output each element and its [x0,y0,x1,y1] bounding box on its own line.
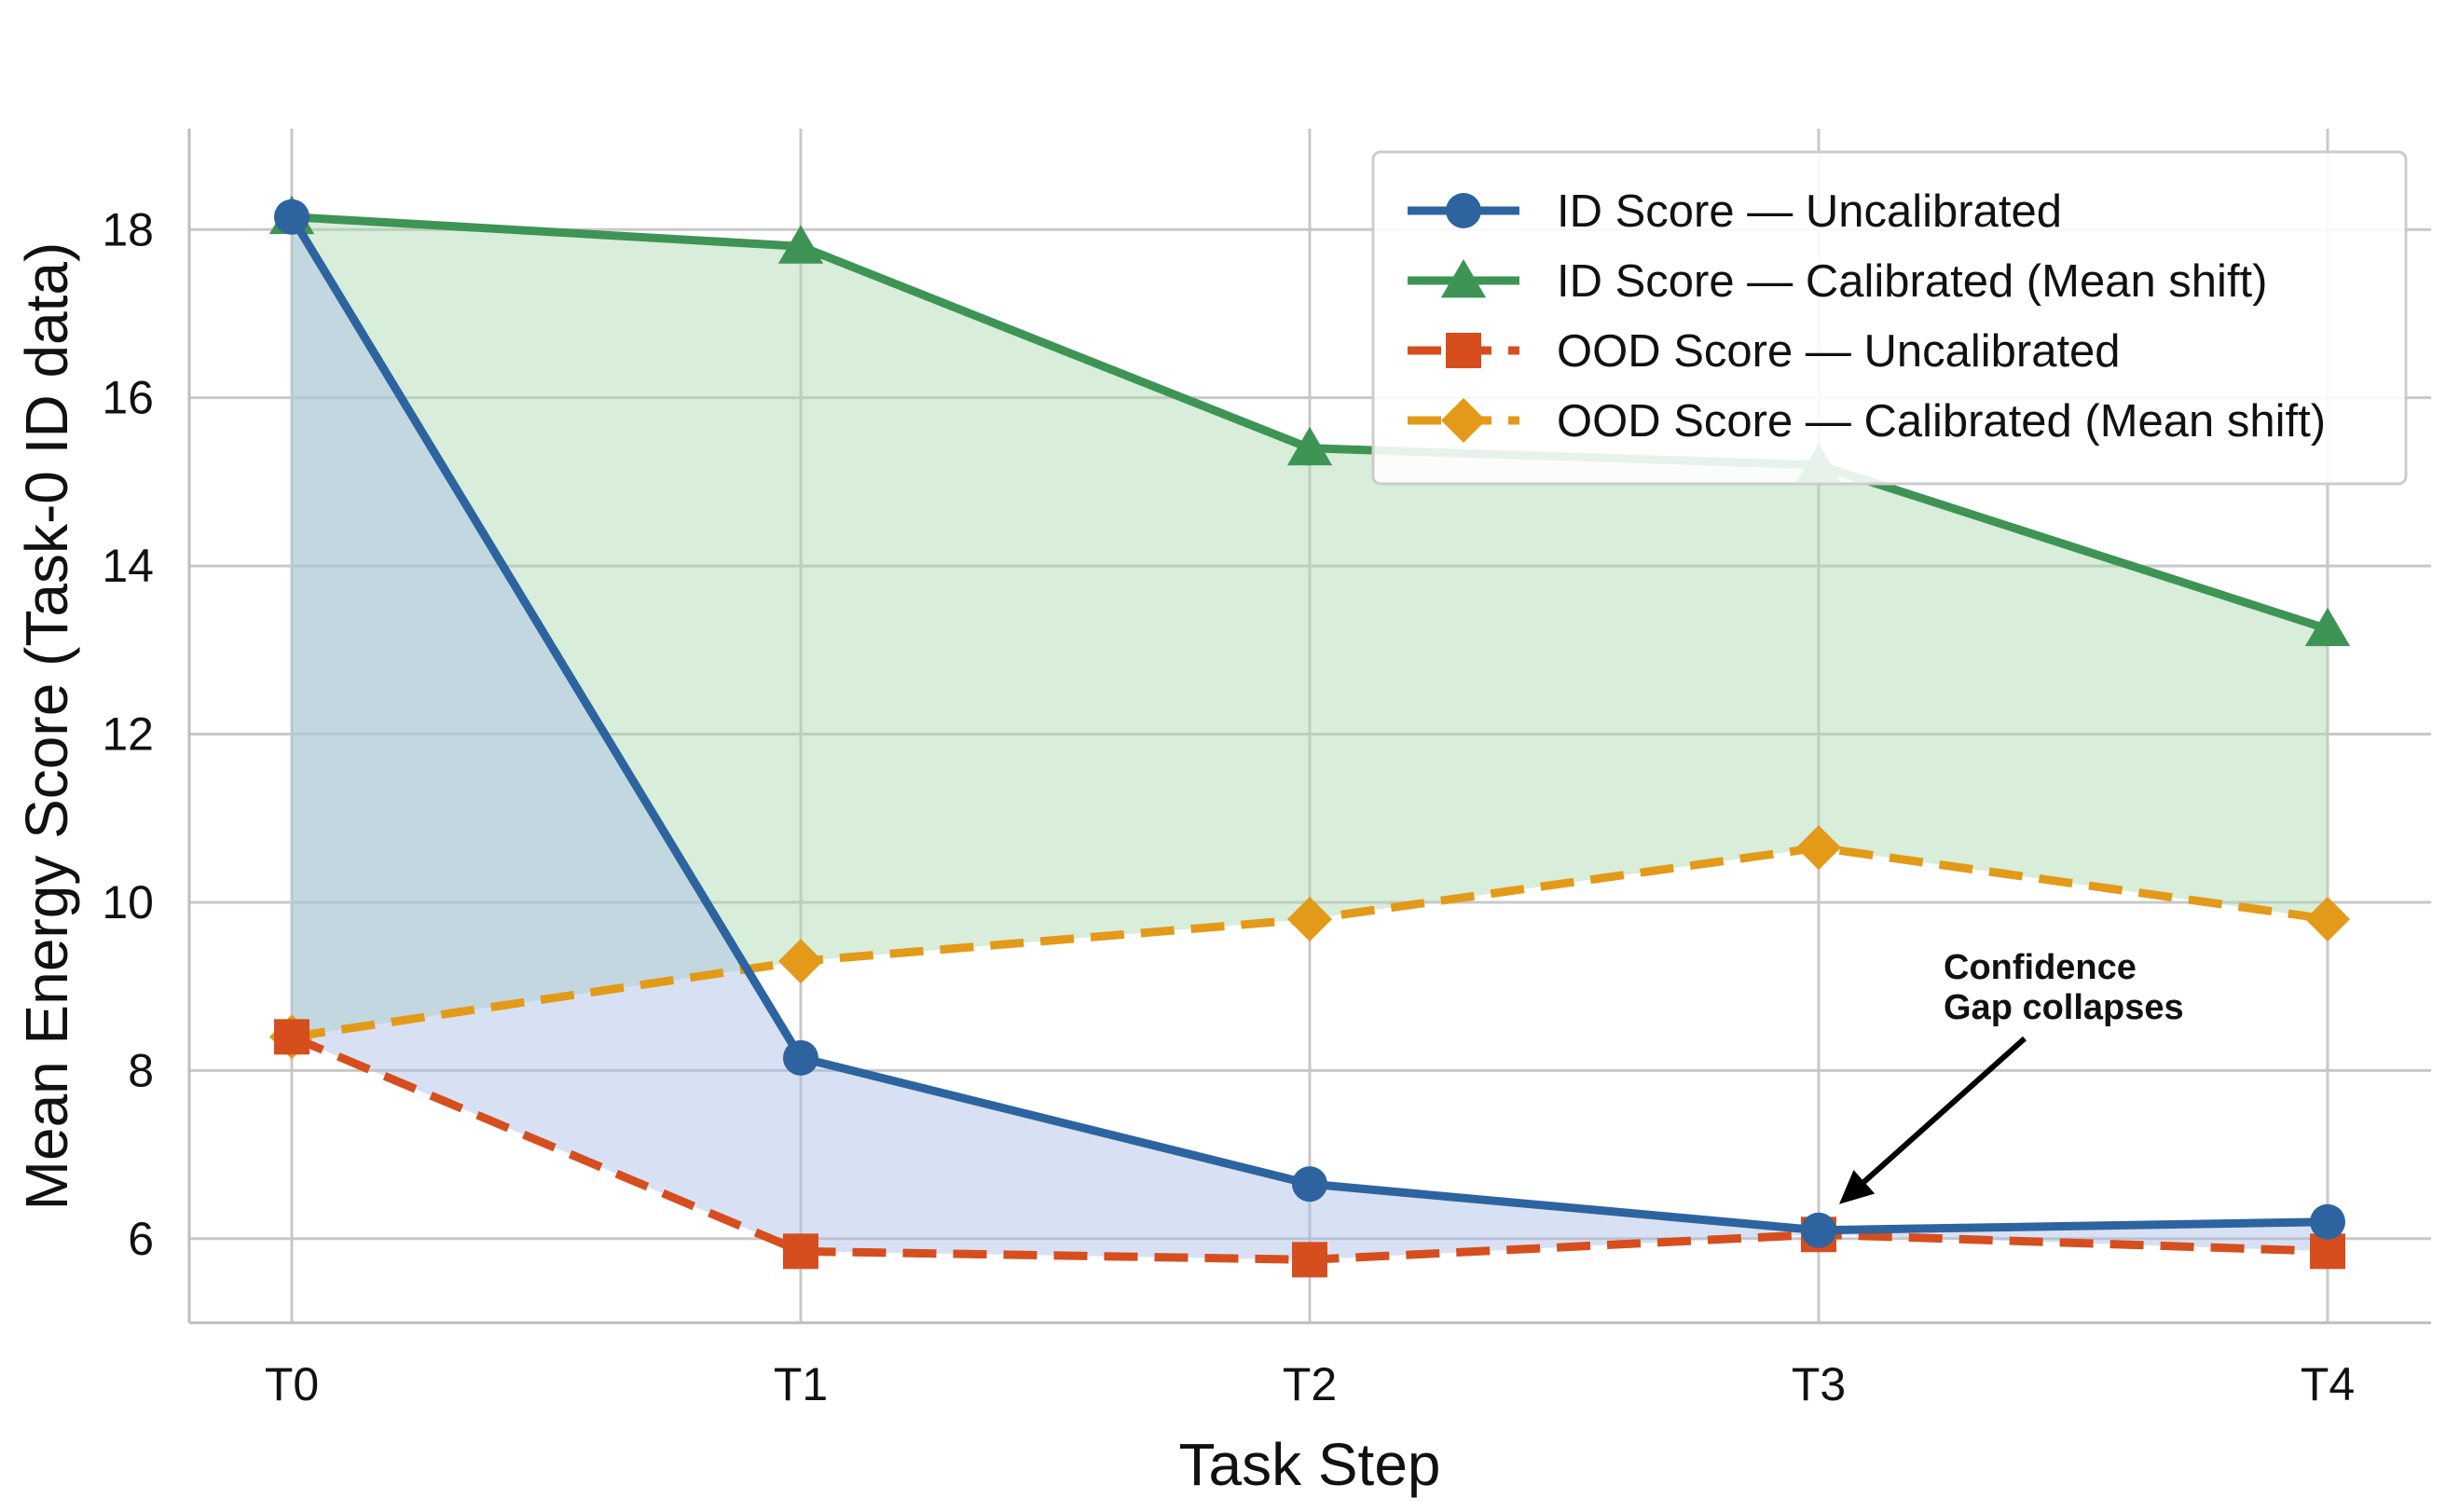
data-point [1801,1212,1836,1248]
legend-entry: ID Score — Calibrated (Mean shift) [1557,256,2268,307]
data-point [2310,1203,2345,1240]
legend-swatch-marker [1446,193,1481,228]
legend-entry: OOD Score — Calibrated (Mean shift) [1557,396,2326,447]
legend-entry: OOD Score — Uncalibrated [1557,326,2121,377]
x-tick-label: T4 [2301,1358,2355,1410]
data-point [1286,426,1333,466]
x-tick-label: T3 [1792,1358,1846,1410]
y-tick-label: 16 [102,372,154,424]
data-point [777,225,824,264]
annotation-arrow-line [1862,1036,2027,1185]
y-tick-label: 18 [102,203,154,255]
data-point [778,939,823,984]
data-point [783,1039,818,1076]
axes: T0 T1 T2 T3 T4 6 8 10 12 14 16 18 [102,129,2431,1410]
x-tick-label: T1 [774,1358,828,1410]
data-point [274,1019,309,1055]
legend-swatch-marker [1441,398,1486,443]
series-lines [268,195,2351,1278]
x-axis-title: Task Step [1178,1431,1440,1498]
x-tick-label: T0 [265,1358,319,1410]
y-tick-label: 12 [102,708,154,761]
x-tick-label: T2 [1283,1358,1337,1410]
data-point [274,199,309,235]
data-point [1796,825,1841,871]
y-tick-label: 10 [102,876,154,928]
legend: ID Score — Uncalibrated ID Score — Calibr… [1371,150,2408,486]
data-point [1292,1242,1327,1278]
legend-swatch-marker [1440,259,1487,298]
legend-swatch-marker [1446,333,1481,368]
y-tick-label: 6 [128,1213,154,1265]
annotation-text: Confidence [1944,948,2137,987]
data-point [783,1233,818,1270]
data-point [1292,1166,1327,1203]
annotation-arrow-head [1839,1170,1876,1204]
data-point [2305,896,2350,942]
y-axis-title: Mean Energy Score (Task-0 ID data) [13,242,80,1211]
data-point [1287,896,1332,942]
data-point [2304,607,2351,647]
y-tick-label: 8 [128,1044,154,1096]
legend-box [1371,150,2408,486]
annotation-text: Gap collapses [1944,988,2184,1027]
legend-entry: ID Score — Uncalibrated [1557,186,2062,237]
y-tick-label: 14 [102,540,154,592]
